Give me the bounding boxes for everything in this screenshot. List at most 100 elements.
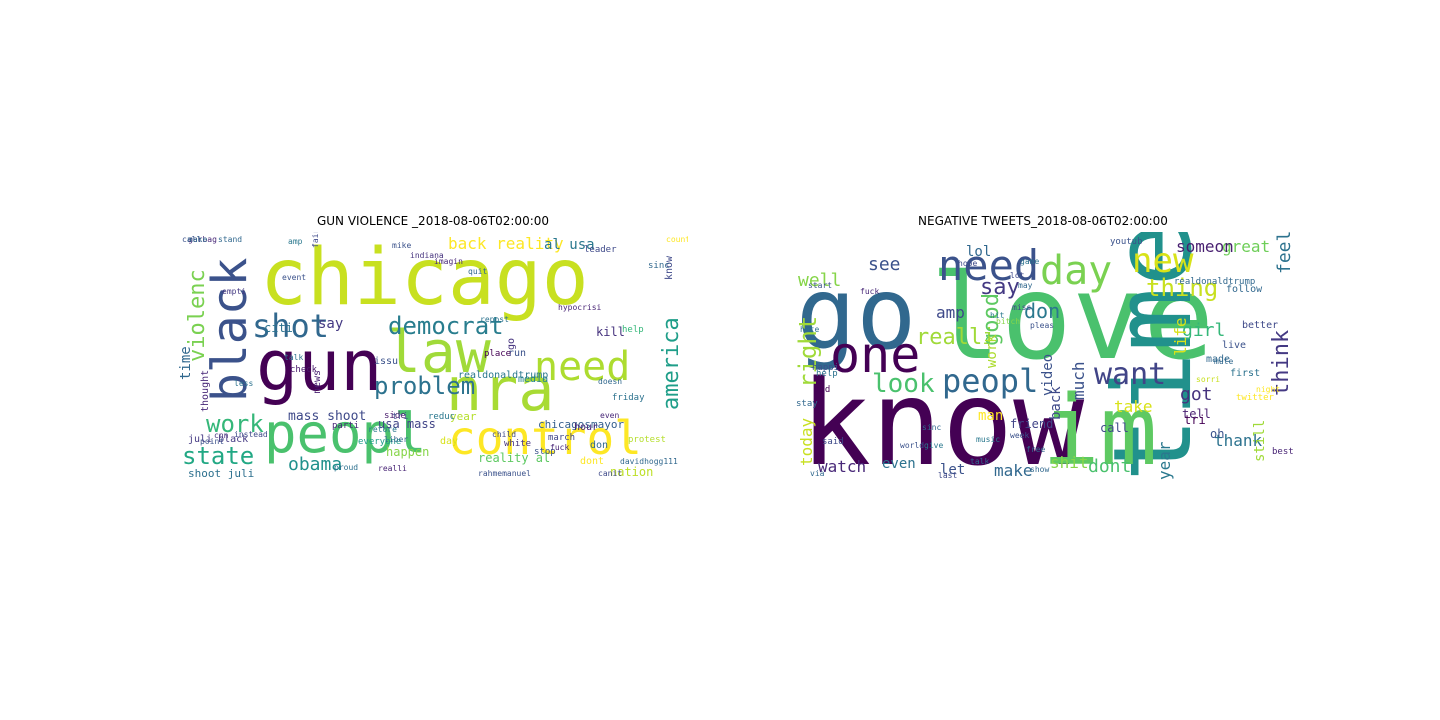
- word-canit: canit: [598, 469, 622, 478]
- word-live: live: [1222, 340, 1246, 351]
- word-reduc: reduc: [428, 412, 455, 422]
- word-miss: miss: [1012, 303, 1031, 312]
- word-happen: happen: [386, 445, 429, 459]
- word-peopl: peopl: [264, 402, 427, 465]
- word-state: state: [182, 442, 254, 470]
- word-rahmemanuel: rahmemanuel: [478, 469, 531, 478]
- word-stop: stop: [534, 447, 556, 457]
- word-great: great: [1222, 237, 1270, 256]
- word-talk: talk: [970, 457, 989, 466]
- word-happi: happi: [812, 363, 839, 373]
- word-al-usa: al usa: [544, 237, 595, 253]
- word-shot: shot: [252, 307, 329, 345]
- word-pleas: pleas: [1030, 321, 1054, 330]
- word-one: one: [830, 326, 920, 384]
- word-law: law: [386, 318, 491, 386]
- word-much: much: [1069, 361, 1088, 400]
- word-protest: protest: [628, 435, 666, 445]
- word-black: black: [202, 257, 258, 402]
- word-tell: tell: [1182, 407, 1211, 421]
- word-usa-mass: usa mass: [378, 417, 436, 431]
- word-issu: issu: [374, 356, 398, 367]
- word-leader: leader: [584, 245, 617, 255]
- word-mute: mute: [1214, 357, 1233, 366]
- word-back: back: [1048, 386, 1064, 420]
- word-night: night: [1256, 385, 1280, 394]
- word-shit: shit: [1050, 453, 1089, 472]
- word-reality-al: reality al: [478, 451, 550, 465]
- word-everyone: everyone: [358, 437, 401, 447]
- word-nation: nation: [610, 465, 653, 479]
- word-even: even: [882, 456, 916, 472]
- word-free: free: [1026, 445, 1045, 454]
- word-fuck: fuck: [550, 443, 569, 452]
- word-child: child: [492, 430, 516, 439]
- word-repost: repost: [480, 315, 509, 324]
- word-dont: dont: [580, 456, 604, 467]
- word-control: control: [448, 411, 642, 465]
- word-thought: thought: [200, 370, 211, 412]
- left-panel-title: GUN VIOLENCE _2018-08-06T02:00:00: [316, 214, 550, 228]
- word-dont: dont: [1088, 456, 1131, 477]
- word-world: world: [900, 441, 924, 450]
- word-good: good: [979, 293, 1004, 346]
- gun-violence-wordcloud: chicago gun law peopl nra need black shot contro…: [178, 232, 688, 487]
- word-hypocrisi: hypocrisi: [558, 303, 602, 312]
- word-even: even: [600, 411, 619, 420]
- word-imagin: imagin: [434, 257, 463, 266]
- word-day: day: [1040, 248, 1112, 294]
- word-show: show: [1030, 465, 1049, 474]
- word-go: go: [796, 255, 916, 372]
- word-chicagosmayor: chicagosmayor: [538, 418, 624, 431]
- word-fuck: fuck: [860, 287, 879, 296]
- word-stay: stay: [796, 399, 818, 409]
- word-year: year: [1155, 441, 1174, 480]
- word-video: video: [1040, 354, 1056, 396]
- word-place: place: [484, 349, 511, 359]
- word-well: well: [798, 270, 841, 291]
- word-work: work: [206, 410, 264, 438]
- word-said: said: [822, 437, 844, 447]
- word-liber: liber: [384, 435, 408, 444]
- word-girl: girl: [1182, 320, 1225, 341]
- word-year: year: [450, 410, 477, 423]
- word-man: man: [978, 408, 1003, 424]
- word-work: work: [984, 334, 1000, 368]
- word-tri: tri: [1184, 413, 1206, 427]
- word-doesn: doesn: [598, 377, 622, 386]
- word-tri: tri: [392, 412, 408, 422]
- word-side: side: [384, 411, 406, 421]
- word-don: don: [1024, 299, 1060, 323]
- word-problem: problem: [374, 372, 475, 400]
- word-let: let: [940, 462, 965, 478]
- word-make: make: [994, 461, 1033, 480]
- word-call: call: [1100, 421, 1129, 435]
- word-help: help: [622, 325, 644, 335]
- word-need: need: [534, 344, 630, 390]
- word-hope: hope: [958, 259, 977, 268]
- word-lol: lol: [966, 244, 991, 260]
- word-sorri: sorri: [1196, 375, 1220, 384]
- word-youtub: youtub: [1110, 237, 1143, 247]
- word-know: know: [664, 255, 675, 280]
- word-friend: friend: [1010, 417, 1053, 431]
- word-cnn: cnn: [214, 431, 229, 440]
- word-day: day: [440, 436, 458, 447]
- word-give: give: [924, 441, 943, 450]
- word-don: don: [590, 440, 608, 451]
- word-feel: feel: [1274, 232, 1295, 274]
- word-instead: instead: [234, 430, 268, 439]
- word-time: time: [1091, 232, 1216, 482]
- word-thank: thank: [1214, 431, 1263, 450]
- word-realli: realli: [916, 325, 995, 350]
- word-hate: hate: [800, 325, 819, 334]
- word-gun: gun: [256, 325, 382, 407]
- word-check: check: [290, 365, 318, 375]
- word-realli: realli: [378, 464, 407, 473]
- word-im: im: [1042, 375, 1158, 484]
- word-march: march: [548, 433, 575, 443]
- word-bitch: bitch: [996, 317, 1020, 326]
- word-via: via: [810, 469, 825, 478]
